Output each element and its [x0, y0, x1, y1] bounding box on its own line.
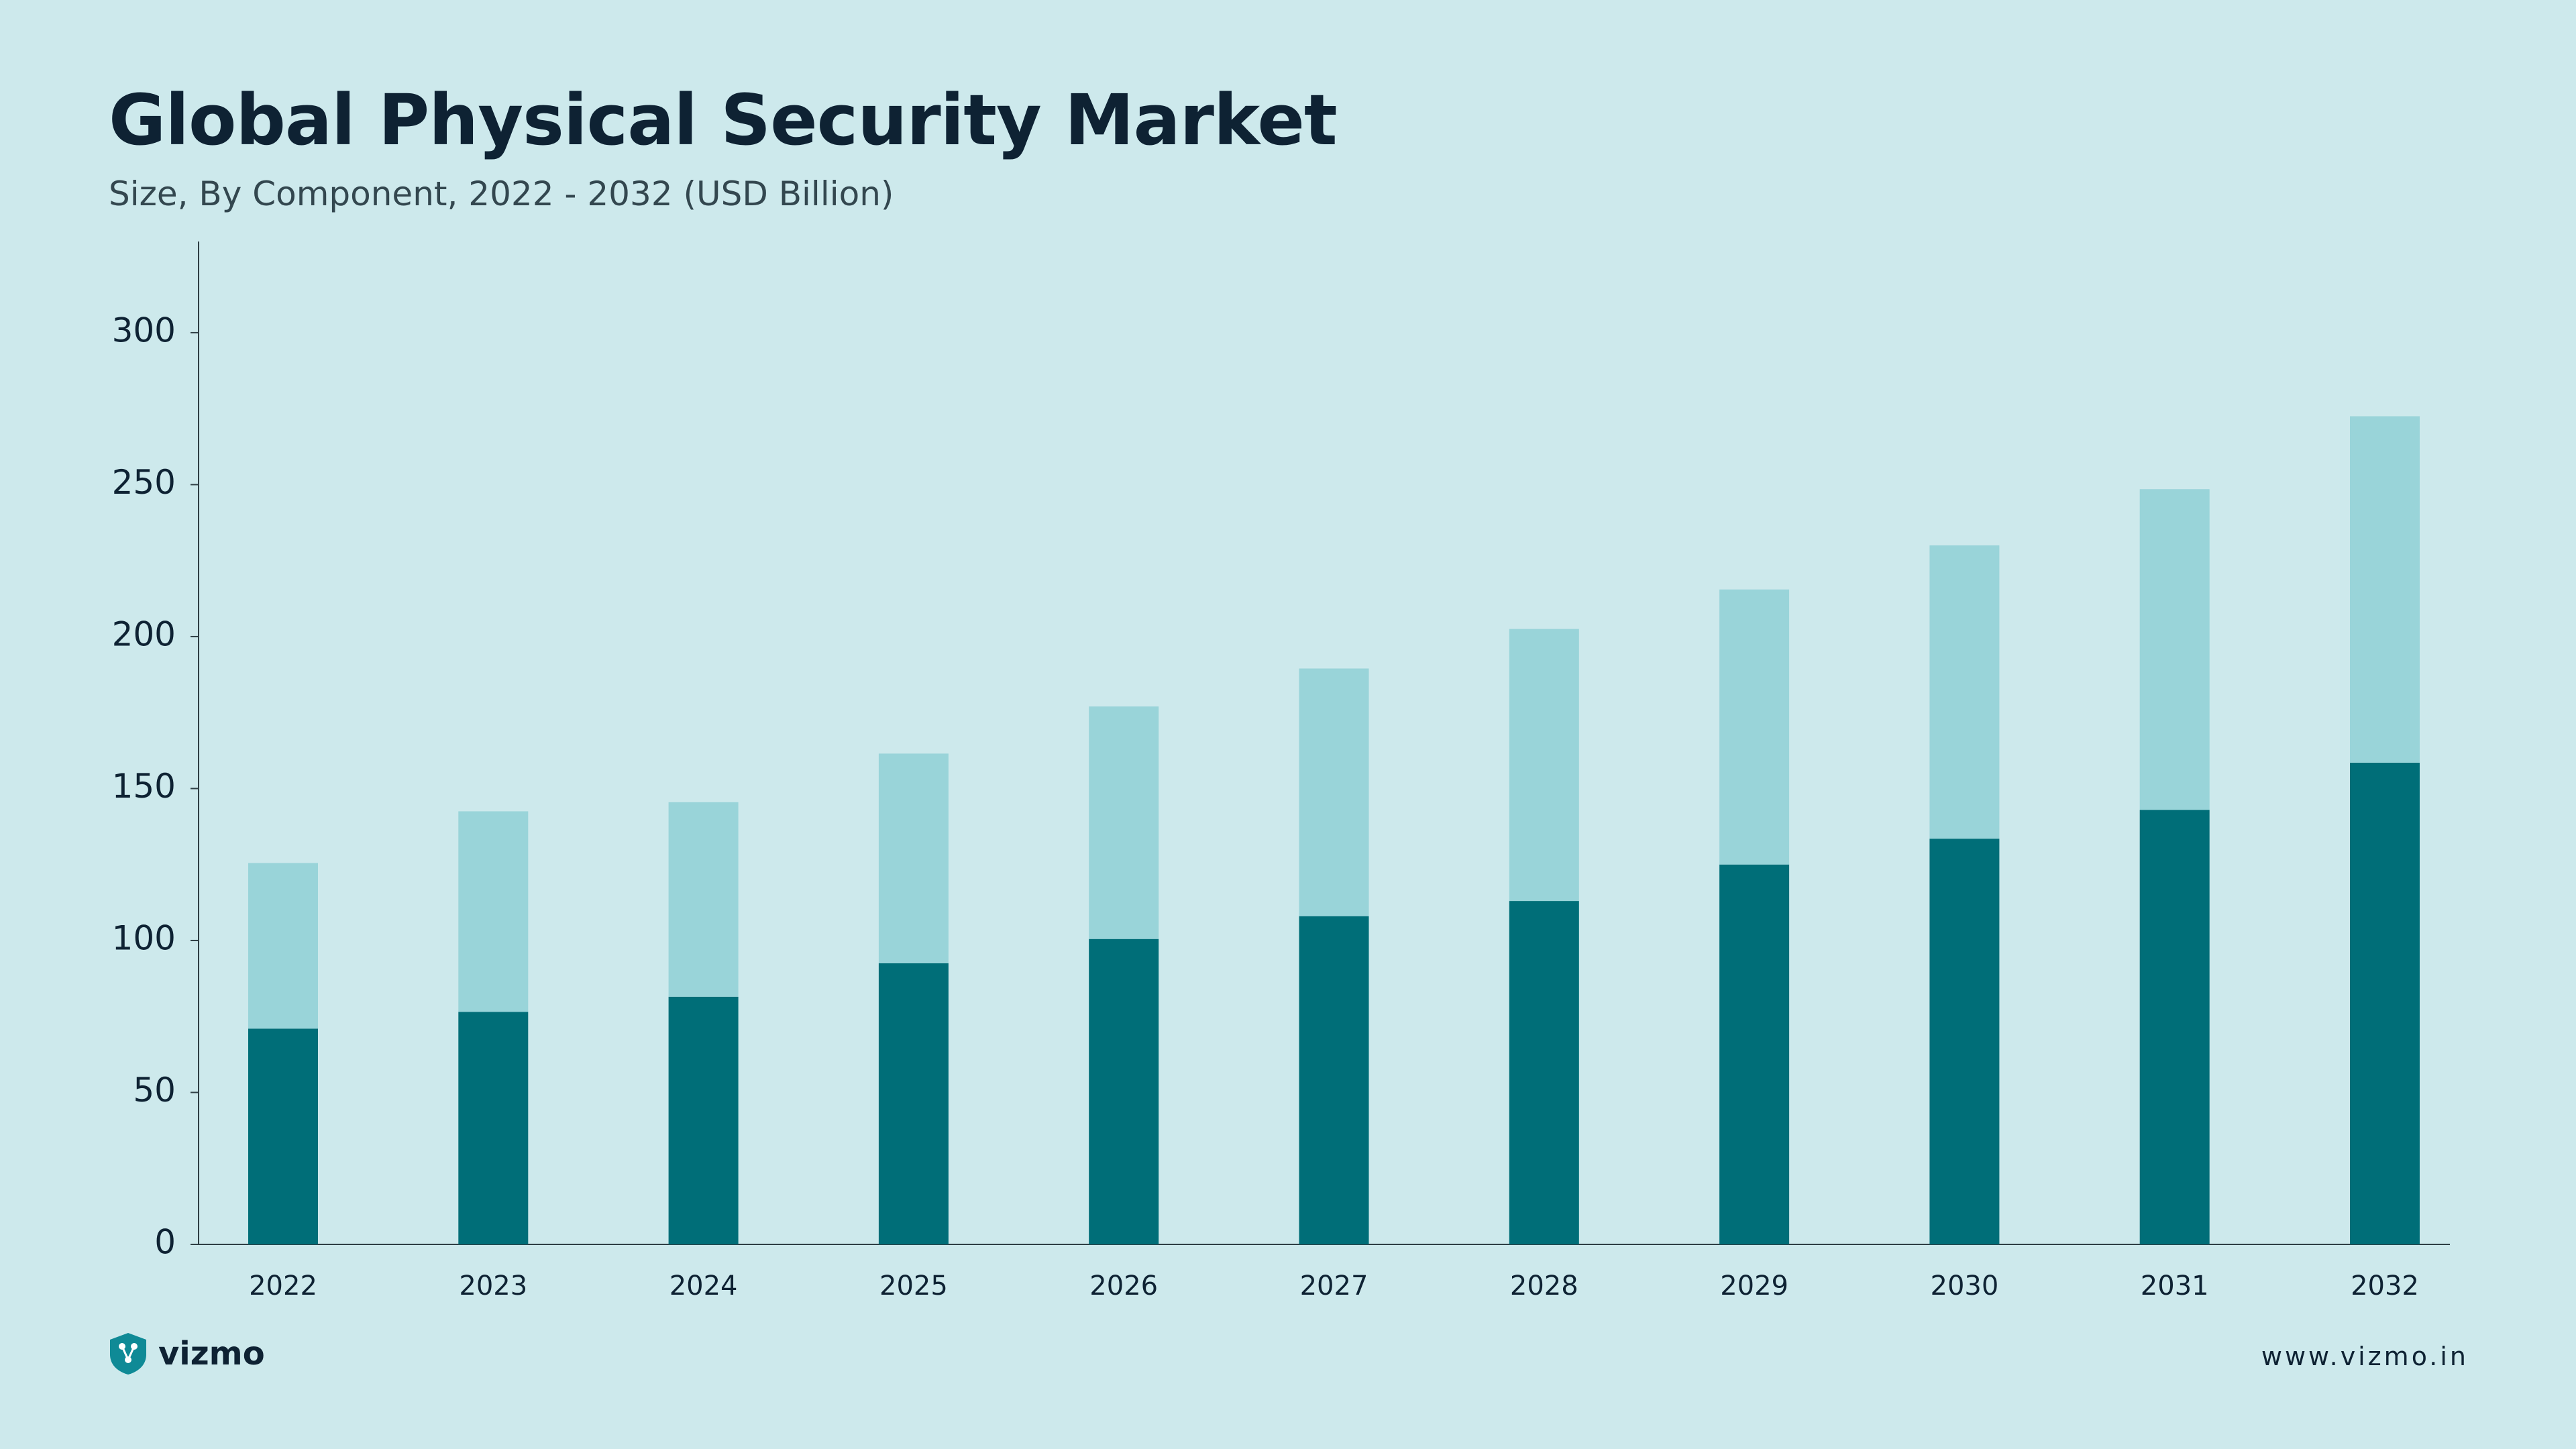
bar-segment-light [1299, 668, 1369, 916]
bar-segment-dark [878, 963, 949, 1244]
y-tick-label: 100 [112, 918, 176, 957]
bar-segment-light [668, 802, 739, 997]
bar-segment-dark [1929, 839, 2000, 1244]
x-tick-label: 2023 [459, 1271, 527, 1301]
shield-icon [110, 1333, 146, 1375]
bar-segment-light [1719, 589, 1790, 865]
bar-segment-dark [668, 996, 739, 1244]
bar-segment-light [1929, 545, 2000, 839]
y-tick-label: 200 [112, 614, 176, 653]
bar-segment-dark [1509, 901, 1579, 1244]
brand-logo: vizmo [107, 1332, 265, 1376]
x-tick-label: 2026 [1089, 1271, 1158, 1301]
bar-segment-dark [2139, 810, 2210, 1244]
x-tick-label: 2029 [1720, 1271, 1788, 1301]
bar-segment-light [2350, 416, 2420, 763]
x-tick-label: 2032 [2351, 1271, 2419, 1301]
bar-segment-dark [1089, 938, 1159, 1244]
chart-subtitle: Size, By Component, 2022 - 2032 (USD Bil… [109, 174, 894, 213]
x-tick-label: 2022 [249, 1271, 317, 1301]
bar-segment-light [248, 863, 318, 1029]
x-tick-label: 2025 [879, 1271, 948, 1301]
brand-name: vizmo [158, 1335, 265, 1373]
y-tick-label: 0 [154, 1223, 176, 1262]
chart-title: Global Physical Security Market [109, 79, 1338, 161]
bar-segment-dark [458, 1012, 529, 1244]
bar-segment-dark [248, 1028, 318, 1244]
bar-segment-light [1509, 629, 1579, 902]
y-tick-label: 50 [133, 1071, 176, 1110]
bar-segment-light [1089, 706, 1159, 939]
bar-segment-dark [1719, 864, 1790, 1244]
bar-segment-dark [2350, 762, 2420, 1244]
bar-segment-light [2139, 489, 2210, 810]
x-tick-label: 2030 [1931, 1271, 1999, 1301]
y-tick-label: 150 [112, 767, 176, 806]
x-tick-label: 2027 [1300, 1271, 1368, 1301]
y-tick-label: 250 [112, 463, 176, 502]
bar-segment-light [878, 753, 949, 963]
x-tick-label: 2031 [2141, 1271, 2209, 1301]
y-tick-label: 300 [112, 311, 176, 350]
bar-segment-dark [1299, 916, 1369, 1244]
x-tick-label: 2028 [1510, 1271, 1578, 1301]
website-url: www.vizmo.in [2261, 1342, 2469, 1371]
x-tick-label: 2024 [669, 1271, 738, 1301]
bar-segment-light [458, 811, 529, 1012]
